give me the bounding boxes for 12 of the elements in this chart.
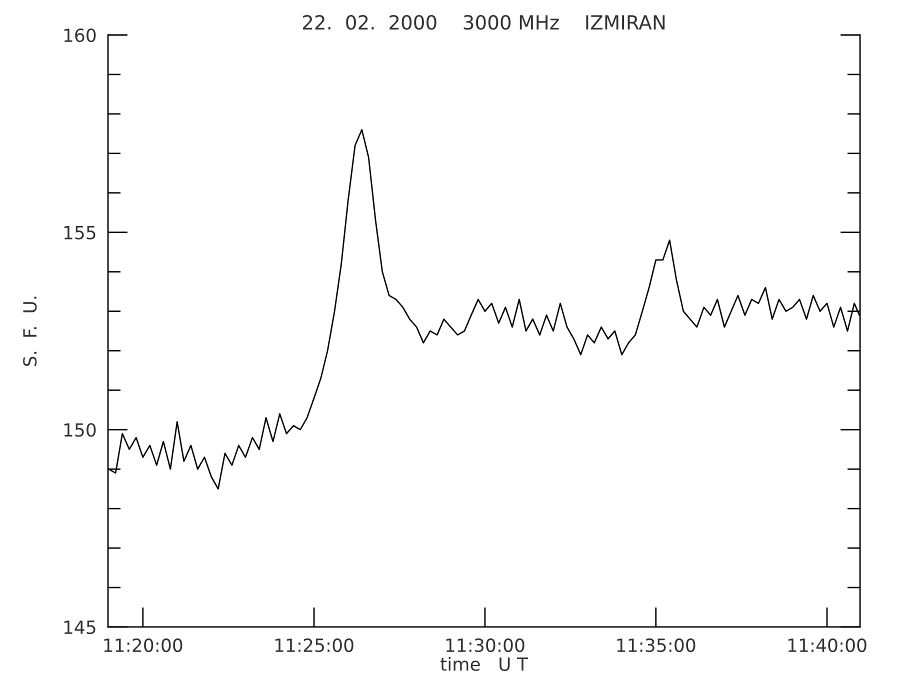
- x-tick-label: 11:35:00: [617, 638, 696, 652]
- x-tick-label: 11:25:00: [275, 638, 354, 652]
- x-tick-label: 11:40:00: [788, 638, 866, 652]
- y-tick-label: 160: [64, 28, 96, 42]
- y-tick-label: 145: [64, 620, 96, 634]
- y-axis-title: S. F. U.: [23, 296, 37, 366]
- y-tick-label: 150: [64, 423, 96, 437]
- chart-title: 22. 02. 2000 3000 MHz IZMIRAN: [302, 15, 665, 30]
- x-axis-title: time U T: [440, 656, 528, 671]
- x-tick-label: 11:30:00: [446, 638, 524, 652]
- x-tick-label: 11:20:00: [104, 638, 182, 652]
- y-tick-label: 155: [64, 226, 96, 240]
